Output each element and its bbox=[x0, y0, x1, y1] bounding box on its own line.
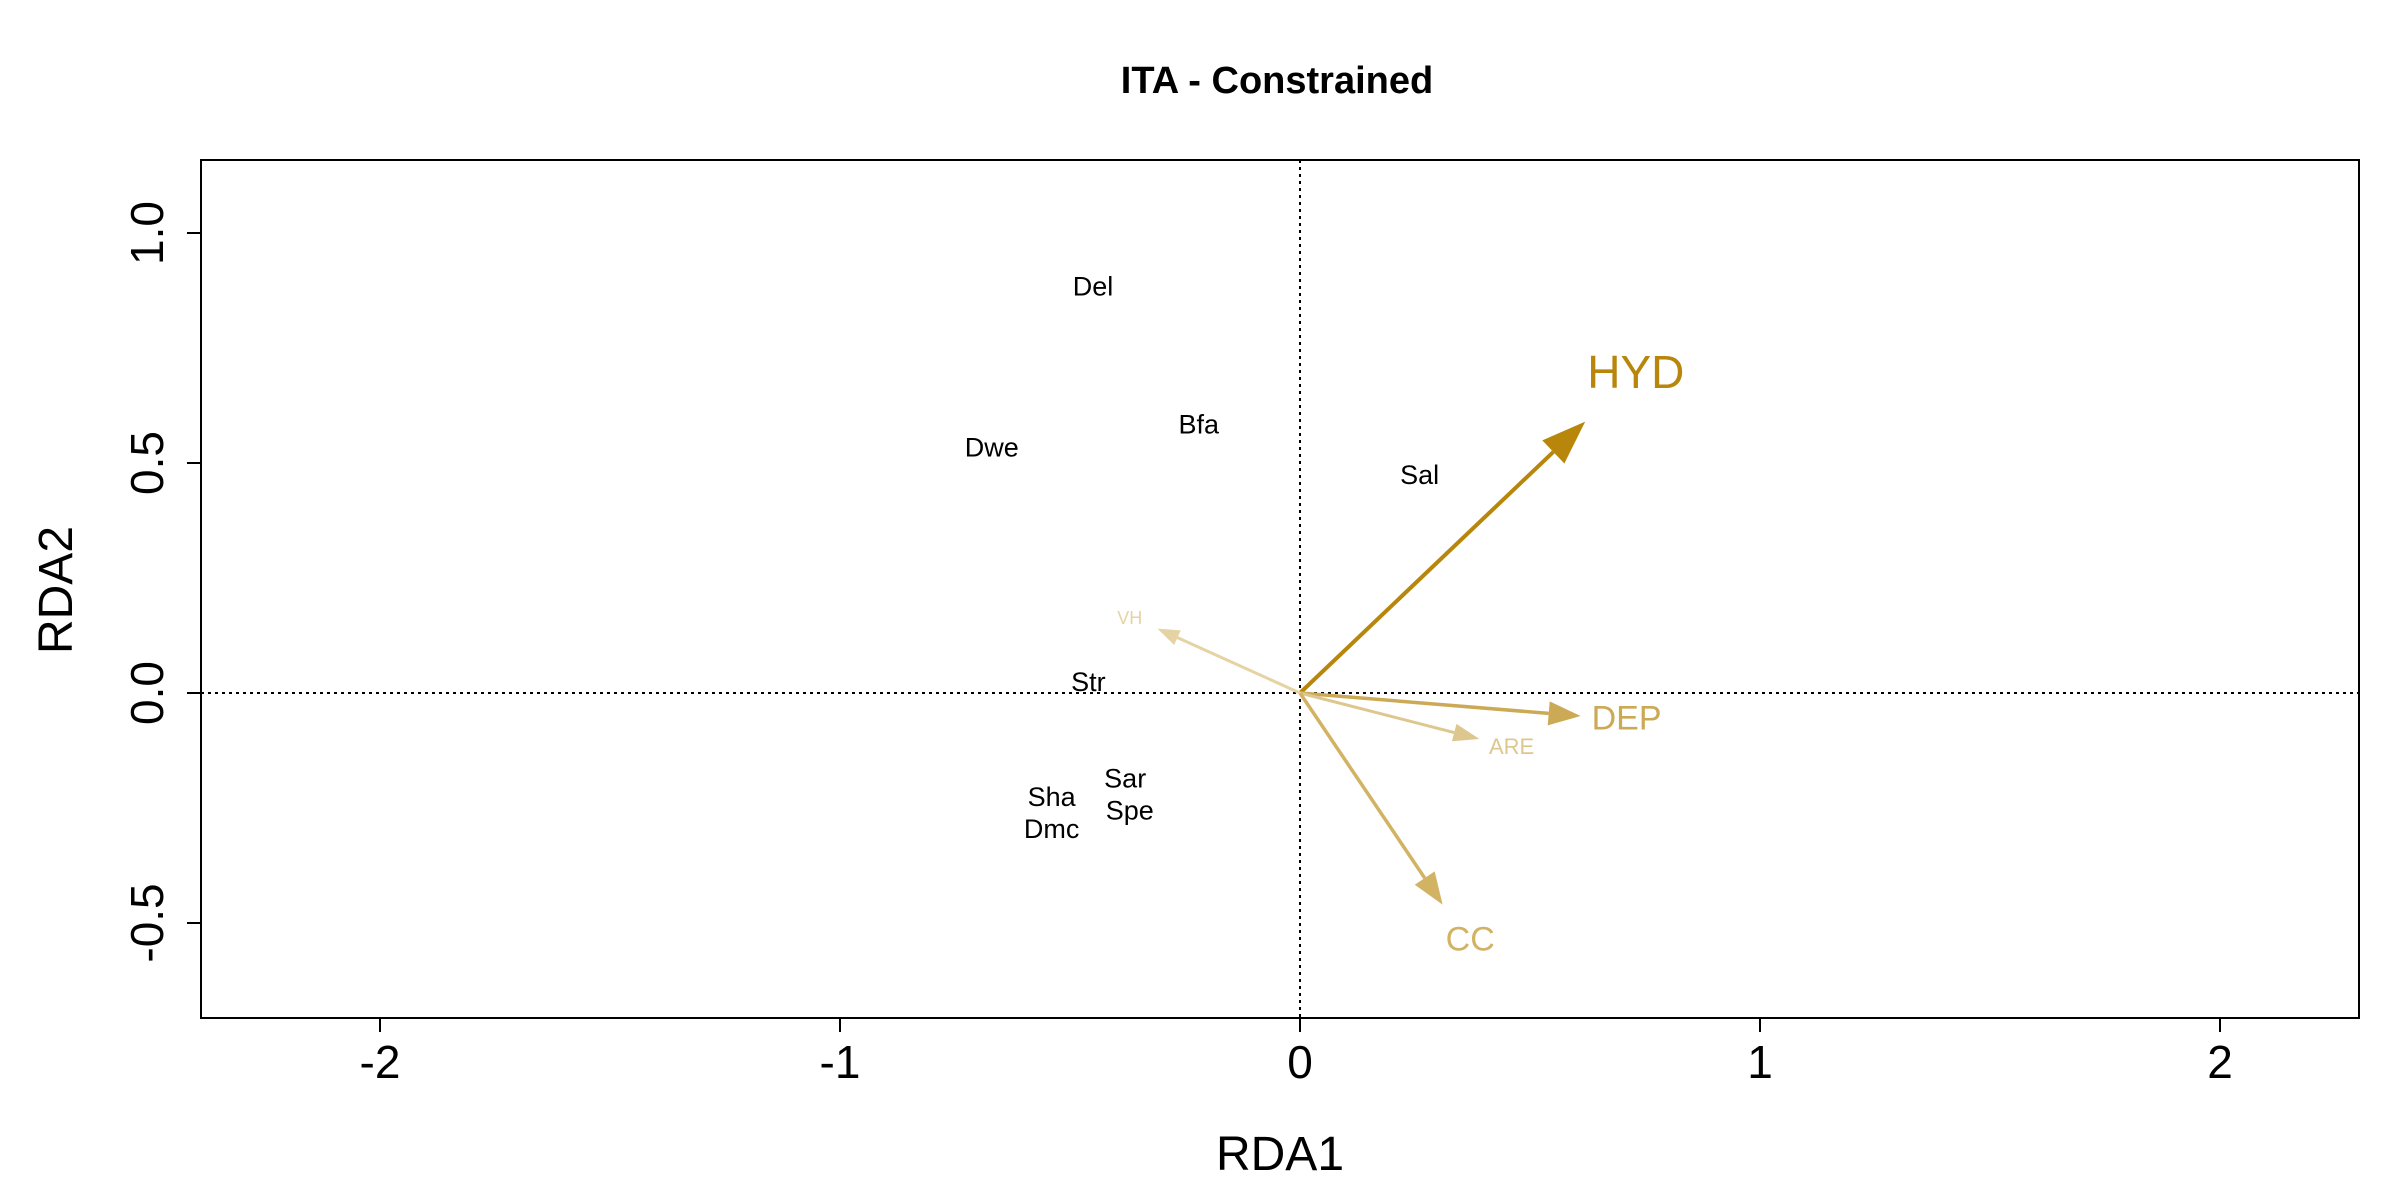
axes: -2 -1 0 1 2 -0.5 0.0 0.5 1.0 bbox=[121, 201, 2233, 1088]
x-axis-label: RDA1 bbox=[1216, 1128, 1344, 1181]
species-label-str: Str bbox=[1071, 667, 1106, 697]
cc-vector-line bbox=[1298, 692, 1427, 880]
y-tick-label: 1.0 bbox=[121, 201, 173, 265]
vh-vector-arrowhead bbox=[1157, 628, 1181, 645]
cc-vector-arrowhead bbox=[1414, 871, 1443, 905]
dep-vector-label: DEP bbox=[1592, 700, 1662, 738]
are-vector-line bbox=[1299, 691, 1455, 734]
dep-vector-line bbox=[1299, 691, 1549, 716]
y-tick-label: 0.0 bbox=[121, 661, 173, 725]
vh-vector-line bbox=[1176, 636, 1301, 695]
species-label-dmc: Dmc bbox=[1024, 814, 1080, 844]
are-vector-arrowhead bbox=[1451, 723, 1480, 742]
vh-vector-label: VH bbox=[1117, 608, 1142, 628]
species-label-bfa: Bfa bbox=[1179, 409, 1221, 439]
hyd-vector-label: HYD bbox=[1587, 346, 1684, 398]
y-axis-label: RDA2 bbox=[30, 526, 83, 654]
are-vector-label: ARE bbox=[1489, 734, 1534, 759]
x-tick-label: 0 bbox=[1287, 1036, 1313, 1088]
species-label-sha: Sha bbox=[1028, 782, 1077, 812]
environment-vectors: HYD DEP ARE CC VH bbox=[1117, 346, 1684, 959]
species-label-dwe: Dwe bbox=[965, 432, 1019, 462]
dep-vector-arrowhead bbox=[1547, 701, 1581, 726]
y-tick-label: -0.5 bbox=[121, 883, 173, 962]
hyd-vector-arrowhead bbox=[1542, 421, 1586, 464]
y-tick-label: 0.5 bbox=[121, 431, 173, 495]
reference-lines bbox=[201, 160, 2359, 1018]
chart-title: ITA - Constrained bbox=[1121, 60, 1433, 102]
x-tick-label: -1 bbox=[820, 1036, 861, 1088]
cc-vector-label: CC bbox=[1446, 920, 1495, 958]
species-labels: Del Bfa Dwe Sal Str Sar Sha Spe Dmc bbox=[965, 271, 1439, 844]
x-tick-label: 2 bbox=[2207, 1036, 2233, 1088]
species-label-del: Del bbox=[1073, 271, 1114, 301]
x-tick-label: -2 bbox=[360, 1036, 401, 1088]
species-label-spe: Spe bbox=[1106, 796, 1154, 826]
species-label-sal: Sal bbox=[1400, 460, 1439, 490]
hyd-vector-line bbox=[1298, 450, 1555, 695]
species-label-sar: Sar bbox=[1104, 764, 1146, 794]
x-tick-label: 1 bbox=[1747, 1036, 1773, 1088]
